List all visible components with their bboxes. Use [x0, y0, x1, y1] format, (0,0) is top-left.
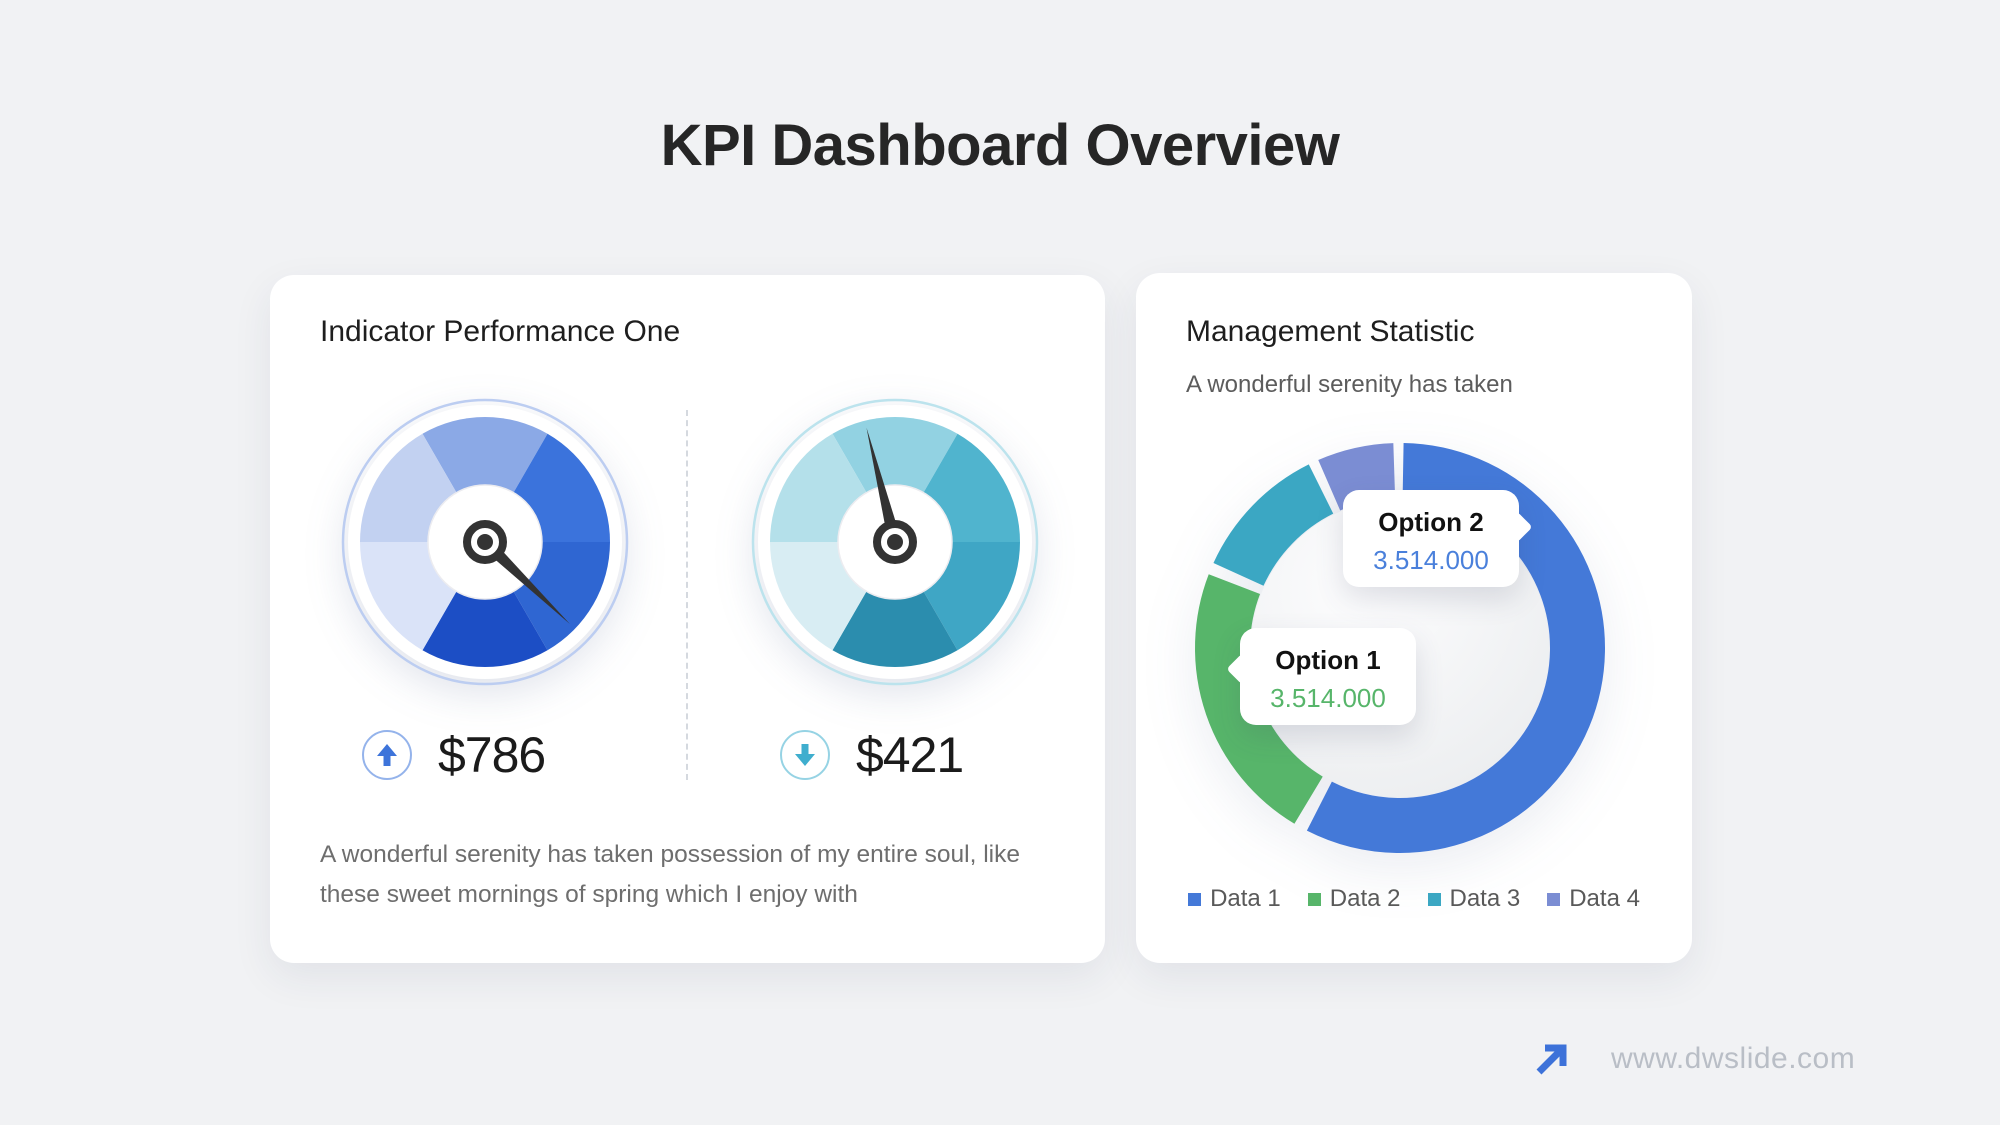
gauge-segment	[832, 542, 958, 667]
legend-item-data2: Data 2	[1307, 885, 1401, 913]
legend-label: Data 3	[1449, 885, 1521, 912]
gauge-chart-blue	[335, 392, 635, 692]
gauge-needle-hub-dot	[887, 534, 903, 550]
gauge-segment	[422, 417, 548, 542]
gauge-teal-svg	[751, 398, 1039, 686]
external-link-icon	[1536, 1044, 1567, 1075]
page-title: KPI Dashboard Overview	[660, 113, 1340, 178]
tooltip-option-2: Option 2 3.514.000	[1343, 490, 1519, 587]
legend-item-data1: Data 1	[1188, 885, 1281, 913]
metric-value: $421	[856, 727, 964, 783]
donut-segment-data2	[1195, 443, 1605, 853]
gauge-segment	[422, 542, 548, 667]
metric-down: $421	[779, 726, 964, 784]
metric-up: $786	[361, 726, 546, 784]
legend-swatch	[1188, 892, 1202, 906]
legend-label: Data 4	[1569, 885, 1640, 912]
gauge-halo-ring	[341, 398, 629, 686]
gauge-blue-svg	[341, 398, 629, 686]
legend-swatch	[1427, 892, 1441, 906]
legend-swatch	[1307, 892, 1321, 906]
tooltip-label: Option 1	[1275, 645, 1381, 675]
legend-item-data4: Data 4	[1547, 885, 1640, 913]
indicator-performance-card: Indicator Performance One	[270, 275, 1105, 963]
arrow-up-icon	[377, 744, 397, 766]
metric-value: $786	[438, 727, 546, 783]
management-statistic-card: Management Statistic A wonderful serenit…	[1136, 273, 1692, 963]
gauge-needle-hub-dot	[477, 534, 493, 550]
card-description: A wonderful serenity has taken possessio…	[320, 841, 1020, 908]
legend-item-data3: Data 3	[1427, 885, 1521, 913]
legend-label: Data 1	[1210, 885, 1281, 912]
footer: www.dwslide.com	[1533, 1040, 1855, 1078]
arrow-down-icon	[795, 744, 815, 766]
card-subtitle: A wonderful serenity has taken	[1186, 371, 1513, 398]
gauge-chart-teal	[745, 392, 1045, 692]
gauge-segment	[832, 417, 958, 542]
tooltip-label: Option 2	[1378, 507, 1484, 537]
legend-swatch	[1547, 892, 1561, 906]
tooltip-option-1: Option 1 3.514.000	[1240, 628, 1416, 725]
donut-segment-data3	[1195, 443, 1605, 853]
tooltip-value: 3.514.000	[1270, 683, 1386, 713]
website-url[interactable]: www.dwslide.com	[1611, 1042, 1856, 1075]
trend-up-badge	[362, 730, 412, 780]
gauge-needle	[866, 427, 904, 550]
card-title: Indicator Performance One	[320, 315, 681, 348]
chart-legend: Data 1 Data 2 Data 3 Data 4	[1136, 885, 1692, 913]
tooltip-value: 3.514.000	[1373, 545, 1489, 575]
donut-segment-data4	[1195, 443, 1605, 853]
legend-label: Data 2	[1329, 885, 1401, 912]
card-title: Management Statistic	[1186, 315, 1475, 348]
trend-down-badge	[780, 730, 830, 780]
vertical-divider	[686, 410, 688, 780]
gauge-halo-ring	[751, 398, 1039, 686]
